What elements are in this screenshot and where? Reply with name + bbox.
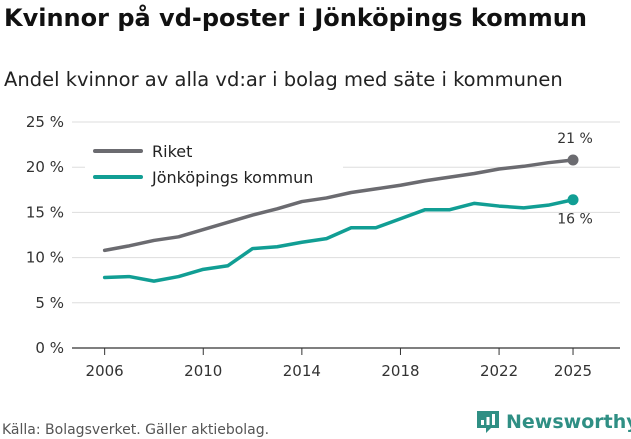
y-axis: 0 % 5 % 10 % 15 % 20 % 25 % [26,113,64,357]
x-axis: 2006 2010 2014 2018 2022 2025 [86,348,592,380]
brand-name: Newsworthy [506,411,631,433]
series-line-riket [102,158,575,253]
y-tick-label: 0 % [35,339,64,357]
series-end-marker-riket [567,154,579,166]
chart-subtitle: Andel kvinnor av alla vd:ar i bolag med … [4,68,563,91]
page-title: Kvinnor på vd-poster i Jönköpings kommun [4,4,587,32]
legend-label-riket: Riket [152,142,192,161]
brand-logo[interactable]: Newsworthy [476,409,631,435]
x-tick-label: 2006 [86,362,124,380]
x-tick-label: 2022 [480,362,518,380]
source-note: Källa: Bolagsverket. Gäller aktiebolag. [2,422,270,438]
y-tick-label: 15 % [26,203,64,221]
data-label-riket: 21 % [557,131,593,147]
y-tick-label: 25 % [26,113,64,131]
y-tick-label: 10 % [26,249,64,267]
x-tick-label: 2014 [283,362,321,380]
x-tick-label: 2010 [184,362,222,380]
x-tick-label: 2018 [381,362,419,380]
newsworthy-logo-icon [477,411,499,433]
legend-label-kommun: Jönköpings kommun [151,168,313,187]
data-label-kommun: 16 % [557,212,593,228]
series-line-kommun [102,197,575,283]
y-tick-label: 20 % [26,158,64,176]
series-end-marker-kommun [567,194,579,206]
legend[interactable]: Riket Jönköpings kommun [85,134,343,192]
line-chart: 0 %5 %10 %15 %20 %25 % 2006 2010 2014 2018 2… [26,113,620,380]
x-tick-label: 2025 [554,362,592,380]
legend-background [85,134,343,192]
y-tick-label: 5 % [35,294,64,312]
series-layer: 21 % 16 % [102,131,593,283]
